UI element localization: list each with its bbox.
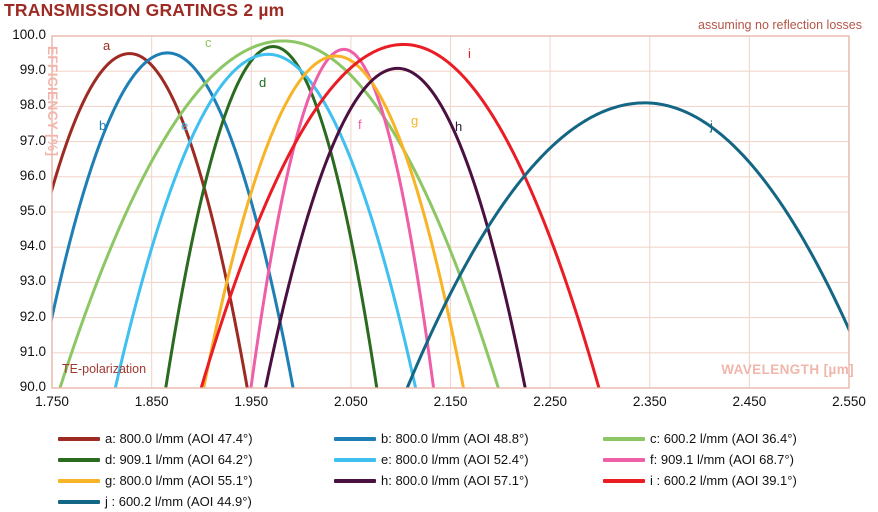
- legend-label-g: g: 800.0 l/mm (AOI 55.1°): [105, 473, 253, 488]
- curve-label-g: g: [411, 113, 419, 128]
- curve-label-d: d: [259, 75, 267, 90]
- y-tick-label: 91.0: [19, 343, 46, 359]
- x-tick-label: 1.850: [134, 394, 169, 409]
- legend-swatch-i: [603, 478, 645, 483]
- legend-label-a: a: 800.0 l/mm (AOI 47.4°): [105, 431, 253, 446]
- y-axis-label: EFFICIENCY [%]: [45, 46, 60, 157]
- te-polarization-note: TE-polarization: [62, 362, 147, 376]
- legend-label-f: f: 909.1 l/mm (AOI 68.7°): [650, 452, 794, 467]
- curve-label-j: j: [710, 118, 713, 133]
- curve-label-b: b: [99, 118, 107, 133]
- y-tick-label: 90.0: [19, 379, 46, 394]
- legend-item-c[interactable]: c: 600.2 l/mm (AOI 36.4°): [603, 428, 797, 449]
- legend-label-i: i : 600.2 l/mm (AOI 39.1°): [650, 473, 797, 488]
- legend-label-j: j : 600.2 l/mm (AOI 44.9°): [105, 494, 252, 509]
- legend-swatch-h: [334, 478, 376, 483]
- curve-label-f: f: [358, 117, 362, 132]
- x-tick-label: 1.750: [35, 394, 69, 409]
- legend-swatch-c: [603, 436, 645, 441]
- legend-column: a: 800.0 l/mm (AOI 47.4°) d: 909.1 l/mm (…: [58, 428, 253, 512]
- legend-swatch-b: [334, 436, 376, 441]
- x-tick-label: 1.950: [234, 394, 269, 409]
- legend-item-d[interactable]: d: 909.1 l/mm (AOI 64.2°): [58, 449, 253, 470]
- legend-item-j[interactable]: j : 600.2 l/mm (AOI 44.9°): [58, 491, 253, 512]
- legend-swatch-d: [58, 457, 100, 462]
- legend-item-e[interactable]: e: 800.0 l/mm (AOI 52.4°): [334, 449, 529, 470]
- page-title: TRANSMISSION GRATINGS 2 µm: [4, 0, 285, 20]
- x-tick-label: 2.550: [832, 394, 866, 409]
- legend-swatch-a: [58, 436, 100, 441]
- chart-plot-area: [51, 35, 850, 389]
- legend-item-a[interactable]: a: 800.0 l/mm (AOI 47.4°): [58, 428, 253, 449]
- y-tick-label: 98.0: [19, 97, 46, 113]
- y-tick-label: 95.0: [19, 203, 46, 218]
- legend-swatch-g: [58, 478, 100, 483]
- x-tick-label: 2.450: [732, 394, 767, 409]
- legend-column: b: 800.0 l/mm (AOI 48.8°) e: 800.0 l/mm (…: [334, 428, 529, 491]
- y-tick-label: 99.0: [19, 62, 46, 78]
- legend-item-f[interactable]: f: 909.1 l/mm (AOI 68.7°): [603, 449, 797, 470]
- legend-item-b[interactable]: b: 800.0 l/mm (AOI 48.8°): [334, 428, 529, 449]
- curve-label-e: e: [181, 118, 189, 133]
- legend-label-h: h: 800.0 l/mm (AOI 57.1°): [381, 473, 529, 488]
- legend-label-c: c: 600.2 l/mm (AOI 36.4°): [650, 431, 797, 446]
- legend-swatch-e: [334, 457, 376, 462]
- no-reflection-losses-note: assuming no reflection losses: [698, 18, 862, 32]
- legend-swatch-f: [603, 457, 645, 462]
- chart-page: TRANSMISSION GRATINGS 2 µm assuming no r…: [4, 0, 866, 509]
- curve-label-a: a: [103, 38, 111, 53]
- x-axis-label: WAVELENGTH [µm]: [721, 362, 854, 377]
- x-tick-label: 2.150: [433, 394, 468, 409]
- y-tick-label: 96.0: [19, 167, 46, 183]
- legend-label-e: e: 800.0 l/mm (AOI 52.4°): [381, 452, 529, 467]
- legend-swatch-j: [58, 499, 100, 504]
- y-tick-label: 93.0: [19, 273, 46, 289]
- legend-label-b: b: 800.0 l/mm (AOI 48.8°): [381, 431, 529, 446]
- curve-label-c: c: [205, 35, 212, 50]
- legend-item-i[interactable]: i : 600.2 l/mm (AOI 39.1°): [603, 470, 797, 491]
- legend-item-g[interactable]: g: 800.0 l/mm (AOI 55.1°): [58, 470, 253, 491]
- x-tick-label: 2.350: [632, 394, 667, 409]
- y-tick-label: 92.0: [19, 308, 46, 324]
- legend-item-h[interactable]: h: 800.0 l/mm (AOI 57.1°): [334, 470, 529, 491]
- curve-label-h: h: [455, 119, 463, 134]
- curve-label-i: i: [468, 46, 471, 61]
- x-tick-label: 2.250: [533, 394, 568, 409]
- x-tick-label: 2.050: [333, 394, 368, 409]
- legend-label-d: d: 909.1 l/mm (AOI 64.2°): [105, 452, 253, 467]
- legend-column: c: 600.2 l/mm (AOI 36.4°) f: 909.1 l/mm (…: [603, 428, 797, 491]
- y-tick-label: 100.0: [12, 27, 46, 42]
- y-tick-label: 94.0: [19, 238, 46, 254]
- y-tick-label: 97.0: [19, 132, 46, 148]
